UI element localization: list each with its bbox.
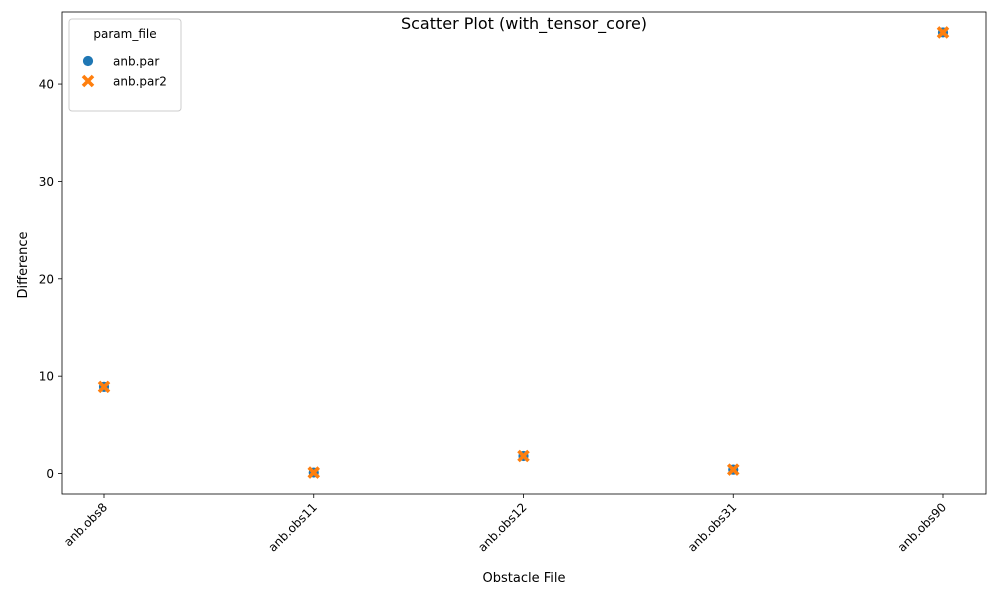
legend-label: anb.par2: [113, 75, 167, 89]
y-tick-label: 40: [39, 78, 54, 92]
y-tick-label: 30: [39, 175, 54, 189]
axes-frame: [61, 11, 987, 495]
legend-title: param_file: [93, 27, 156, 41]
legend-marker-x: [81, 74, 95, 88]
x-tick-label: anb.obs31: [685, 500, 739, 554]
data-point-x: [726, 463, 740, 476]
legend-box: [68, 18, 182, 112]
y-tick-label: 20: [39, 272, 54, 286]
data-point-x: [517, 449, 530, 463]
legend-label: anb.par: [113, 55, 159, 69]
legend-marker-circle: [82, 55, 94, 67]
y-axis-label: Difference: [16, 231, 31, 298]
data-point-x: [97, 380, 111, 394]
x-tick-label: anb.obs8: [61, 500, 110, 549]
x-tick-label: anb.obs90: [895, 500, 949, 554]
y-tick-label: 10: [39, 370, 54, 384]
x-tick-label: anb.obs12: [475, 500, 529, 554]
x-tick-label: anb.obs11: [266, 500, 320, 554]
y-tick-label: 0: [46, 467, 54, 481]
chart-title: Scatter Plot (with_tensor_core): [401, 14, 647, 34]
x-axis-label: Obstacle File: [483, 571, 566, 586]
legend: param_file anb.par anb.par2: [68, 18, 182, 112]
data-point-x: [936, 26, 950, 39]
data-point-x: [307, 466, 321, 479]
